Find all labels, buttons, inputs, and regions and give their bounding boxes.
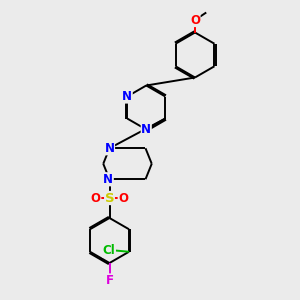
Text: N: N [141,123,151,136]
Text: F: F [106,274,113,287]
Text: O: O [118,191,128,205]
Text: Cl: Cl [103,244,116,257]
Text: O: O [190,14,200,26]
Text: N: N [122,90,132,103]
Text: S: S [105,191,114,205]
Text: O: O [91,191,101,205]
Text: N: N [104,142,115,155]
Text: N: N [103,173,113,186]
